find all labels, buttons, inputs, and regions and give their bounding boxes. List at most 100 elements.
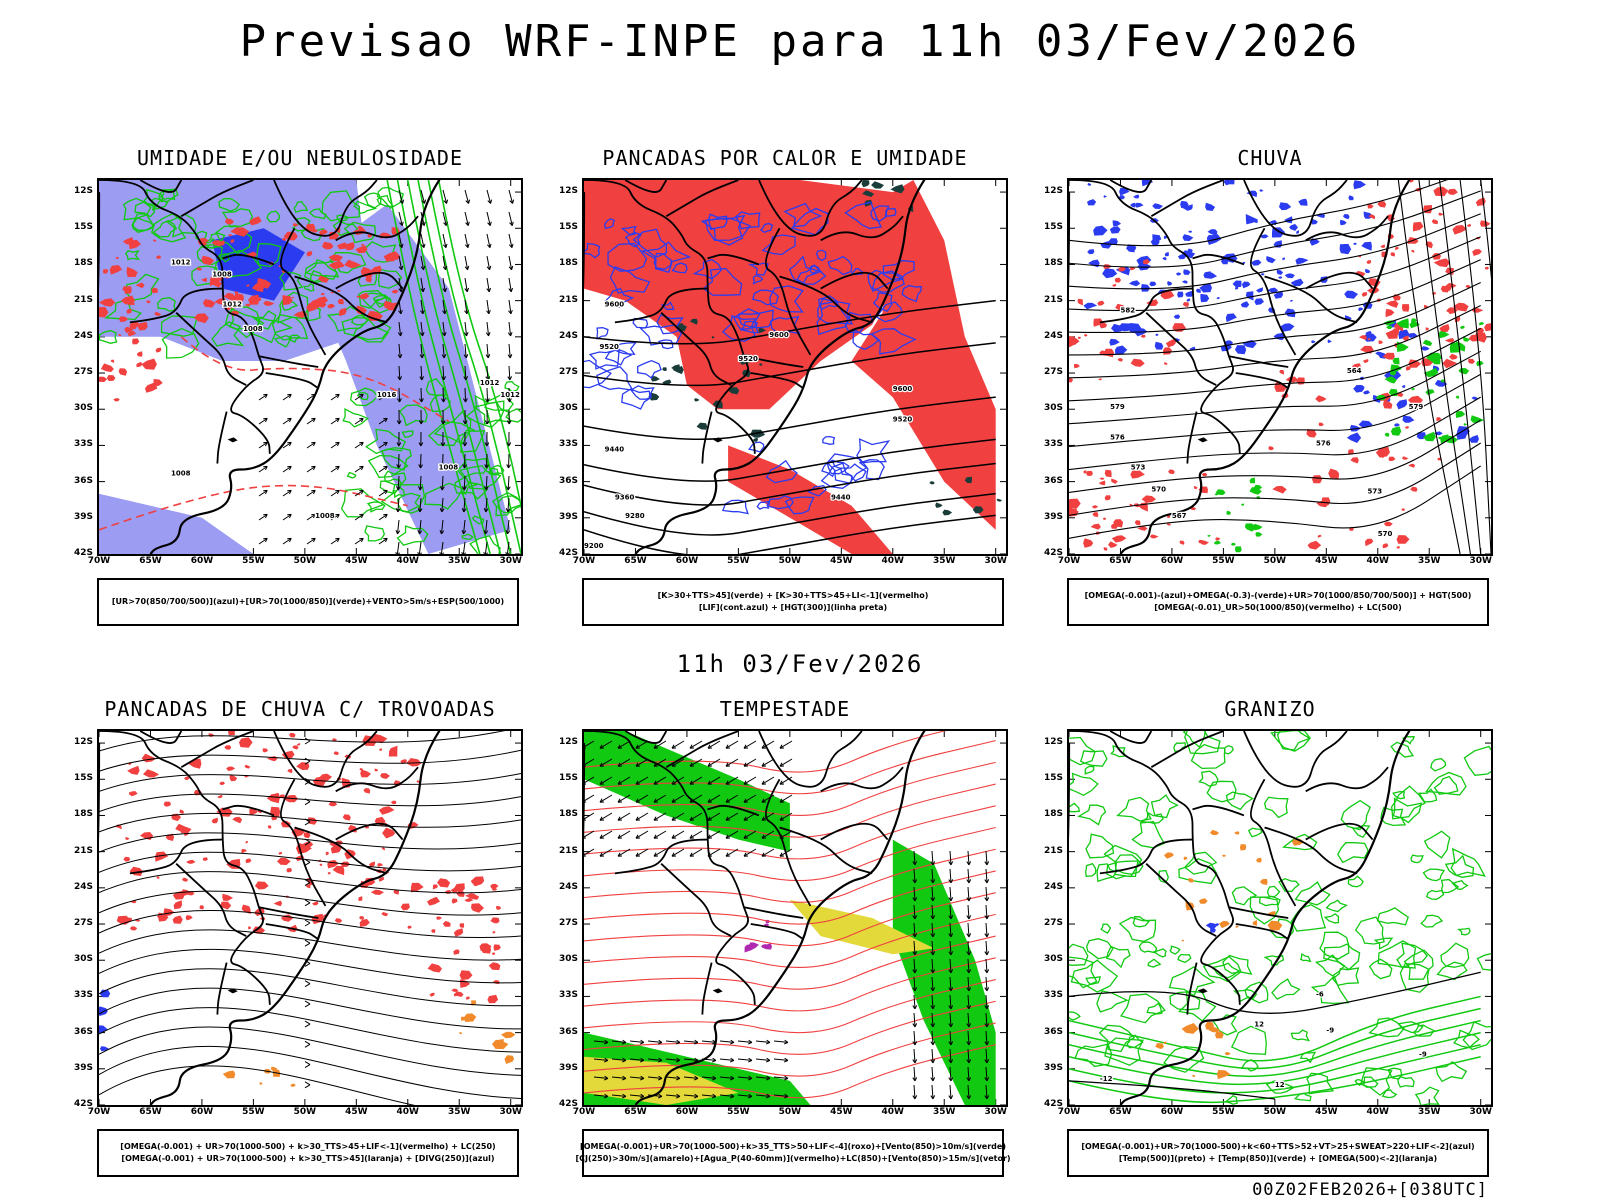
coastline-borders — [584, 731, 945, 1105]
hgt300-contour — [584, 342, 996, 387]
lon-tick-label: 65W — [139, 1107, 162, 1117]
political-border — [701, 411, 713, 464]
lat-tick-label: 39S — [73, 511, 93, 522]
lon-tick-label: 55W — [727, 556, 750, 566]
lon-tick-label: 45W — [830, 556, 853, 566]
contour-label: -6 — [1316, 990, 1324, 998]
hgt500-contour — [1069, 282, 1481, 356]
legend-box: [OMEGA(-0.001) + UR>70(1000-500) + k>30_… — [97, 1129, 519, 1177]
lon-tick-label: 30W — [1469, 1107, 1492, 1117]
east-coastline — [1119, 180, 1430, 554]
political-border — [750, 923, 803, 940]
political-border — [743, 355, 804, 368]
coastline-borders — [99, 180, 460, 554]
contour-label: 9360 — [615, 494, 635, 502]
hgt500-contour — [1459, 180, 1491, 554]
legend-line: [OMEGA(-0.001)-(azul)+OMEGA(-0.3)-(verde… — [1084, 591, 1472, 600]
political-border — [820, 822, 889, 841]
panel-heat-showers: PANCADAS POR CALOR E UMIDADE 9600 9520 960… — [559, 146, 1010, 636]
political-border — [660, 863, 732, 937]
lon-tick-label: 65W — [624, 1107, 647, 1117]
coastline-borders — [1069, 731, 1430, 1105]
contour-label: 582 — [1120, 307, 1135, 315]
contour-label: 1008 — [243, 325, 263, 333]
lon-tick-label: 40W — [1366, 556, 1389, 566]
lavender-humidity-area — [99, 493, 254, 554]
lat-tick-label: 30S — [73, 954, 93, 965]
mid-title: 11h 03/Fev/2026 — [676, 650, 924, 678]
political-border — [750, 372, 803, 389]
lon-tick-label: 40W — [881, 556, 904, 566]
contour-label: 573 — [1131, 464, 1146, 472]
contour-label: 1008 — [212, 271, 232, 279]
lat-tick-label: 36S — [73, 1026, 93, 1037]
legend-box: [UR>70(850/700/500)](azul)+[UR>70(1000/8… — [97, 578, 519, 626]
lat-tick-label: 12S — [73, 186, 93, 197]
political-border — [222, 253, 275, 266]
lon-tick-label: 50W — [293, 1107, 317, 1117]
lat-tick-label: 27S — [73, 918, 93, 929]
lon-tick-label: 45W — [1315, 1107, 1338, 1117]
political-border — [1150, 180, 1224, 217]
political-border — [99, 731, 271, 1005]
lagoa-mirim — [1197, 988, 1208, 994]
lon-tick-label: 45W — [1315, 556, 1338, 566]
legend-line: [LIF](cont.azul) + [HGT(300)](linha pret… — [698, 603, 888, 612]
lon-tick-label: 55W — [1212, 556, 1235, 566]
political-border — [1145, 312, 1217, 386]
temp850-green-contours — [1069, 731, 1491, 1105]
lon-tick-label: 30W — [984, 1107, 1007, 1117]
political-border — [335, 271, 404, 290]
legend-line: [OMEGA(-0.001) + UR>70(1000-500) + k>30_… — [120, 1142, 496, 1151]
red-instability-area — [851, 180, 996, 530]
contour-label: 579 — [1409, 403, 1424, 411]
hgt500-contour — [1480, 180, 1491, 280]
green-wind-jet — [892, 839, 996, 1105]
political-border — [129, 287, 223, 324]
lon-tick-label: 60W — [1160, 556, 1184, 566]
red-dashed-contour — [180, 336, 450, 422]
lat-tick-label: 21S — [558, 294, 578, 305]
lon-tick-label: 35W — [448, 556, 471, 566]
lat-tick-label: 42S — [558, 1099, 578, 1109]
lon-tick-label: 70W — [572, 556, 596, 566]
panel-title: GRANIZO — [1224, 697, 1316, 721]
wind-vectors — [584, 740, 793, 857]
legend-box: [OMEGA(-0.001)+UR>70(1000-500)+k>35_TTS>… — [575, 1129, 1011, 1177]
political-border — [707, 804, 760, 817]
political-border — [139, 180, 183, 193]
map-canvas — [99, 731, 521, 1105]
lat-tick-label: 42S — [1043, 1099, 1063, 1109]
lon-tick-label: 50W — [1263, 556, 1287, 566]
contour-label: 12 — [1275, 1081, 1285, 1089]
legend-line: [Temp(500)](preto) + [Temp(850)](verde) … — [1118, 1154, 1438, 1163]
blue-omega-speckles — [1083, 180, 1374, 355]
lat-tick-label: 27S — [1043, 918, 1063, 929]
contour-label: 9600 — [769, 331, 789, 339]
lat-tick-label: 12S — [558, 186, 578, 197]
contour-label: 9280 — [625, 512, 645, 520]
lat-tick-label: 21S — [1043, 294, 1063, 305]
lat-tick-label: 33S — [558, 439, 578, 450]
political-border — [707, 253, 760, 266]
lat-tick-label: 42S — [73, 548, 93, 558]
political-border — [1186, 962, 1198, 1015]
political-border — [1250, 778, 1297, 907]
lon-tick-label: 40W — [1366, 1107, 1389, 1117]
political-border — [1099, 287, 1193, 324]
map-humidity: 1012 1008 1012 1008 1016 1012 1012 1008 1008 1008 — [97, 178, 523, 556]
lat-tick-label: 12S — [1043, 737, 1063, 748]
panel-storm: TEMPESTADE [OMEGA(-0.001)+UR>70(1000-500… — [559, 697, 1011, 1187]
green-wind-jet — [584, 731, 790, 852]
political-border — [1228, 355, 1289, 368]
hgt500-contour — [1069, 213, 1481, 290]
contour-label: -9 — [1419, 1051, 1427, 1059]
political-border — [1228, 906, 1289, 919]
panel-title: PANCADAS POR CALOR E UMIDADE — [602, 146, 968, 170]
temp850-green-contours — [1069, 1019, 1481, 1078]
political-border — [216, 962, 228, 1015]
red-thunder-speckles — [115, 731, 424, 934]
hgt300-contour — [584, 492, 996, 536]
coastline-borders — [99, 731, 460, 1105]
political-border — [660, 312, 732, 386]
